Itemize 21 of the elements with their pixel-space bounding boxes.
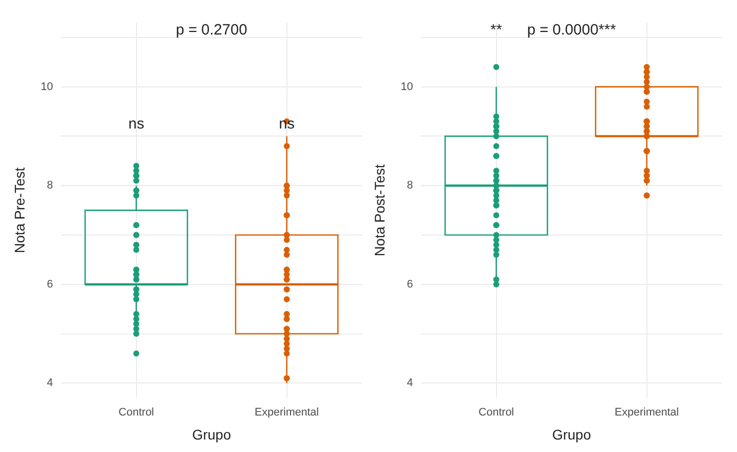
- x-axis-title: Grupo: [552, 426, 592, 442]
- x-tick-label: Control: [478, 406, 514, 419]
- annotation: **: [490, 22, 502, 39]
- x-tick-label: Experimental: [254, 406, 319, 419]
- y-axis-title: Nota Pre-Test: [11, 167, 28, 254]
- annotation: p = 0.0000***: [527, 22, 616, 39]
- y-tick-label: 10: [40, 80, 54, 93]
- y-axis-title: Nota Post-Test: [371, 164, 388, 256]
- x-axis-title: Grupo: [192, 426, 232, 442]
- y-tick-label: 8: [46, 180, 54, 192]
- y-tick-label: 4: [406, 377, 414, 390]
- y-tick-label: 4: [46, 377, 54, 390]
- annotation: ns: [278, 115, 295, 132]
- x-tick-label: Control: [118, 406, 154, 419]
- x-tick-label: Experimental: [614, 406, 679, 419]
- y-tick-label: 8: [406, 180, 414, 192]
- y-tick-label: 10: [400, 80, 414, 93]
- annotation: ns: [128, 115, 144, 132]
- y-tick-label: 6: [406, 278, 414, 290]
- y-tick-label: 6: [46, 278, 54, 290]
- annotation: p = 0.2700: [176, 22, 248, 39]
